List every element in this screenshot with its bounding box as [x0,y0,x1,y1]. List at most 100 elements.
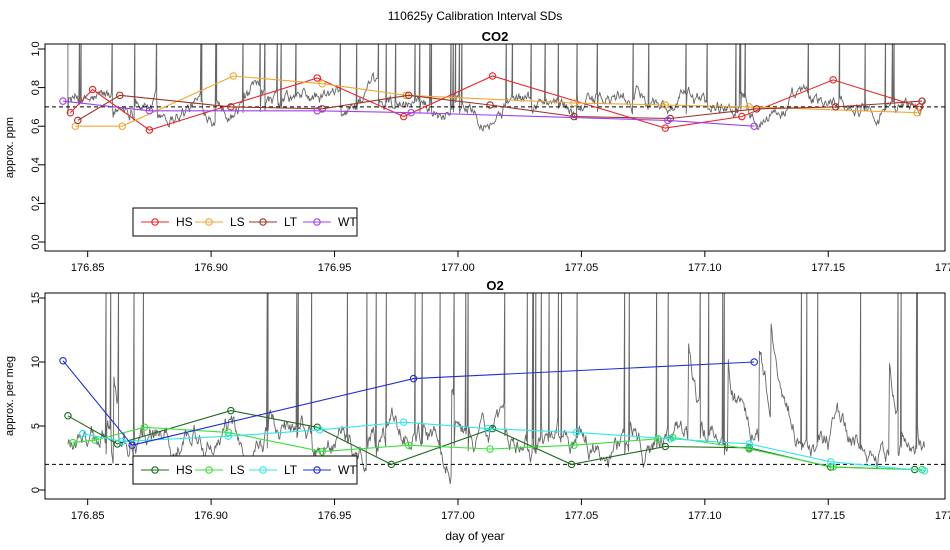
x-tick-label: 177.05 [565,262,599,274]
y-tick-label: 1.0 [30,41,42,56]
y-tick-label: 0 [30,487,42,493]
x-tick-label: 177.20 [935,510,950,522]
data-point [409,374,418,383]
data-point [229,72,238,80]
data-point [227,406,235,415]
x-tick-label: 177.10 [688,510,722,522]
data-point [399,112,408,121]
legend-label: HS [176,463,193,477]
y-tick-label: 0.8 [30,80,42,95]
x-tick-label: 177.20 [935,262,950,274]
x-tick-label: 177.15 [811,510,845,522]
legend-swatch-marker [313,466,321,474]
data-point [745,440,754,448]
data-point [570,99,578,107]
chart-panels: CO2 176.85 176.90 176.95 177.00 177.05 177.10 1… [4,29,950,522]
x-tick-label: 177.00 [441,510,475,522]
panel-title: CO2 [482,29,509,44]
data-point [91,436,99,444]
x-tick-label: 176.90 [194,510,228,522]
data-point [140,423,149,432]
x-tick-label: 176.90 [194,262,228,274]
plot-area [45,293,945,485]
panel-title: O2 [486,278,503,293]
data-point [407,108,415,117]
plot-frame [44,43,946,252]
series-line [77,94,923,121]
data-point [224,428,233,437]
background-sd-trace [67,293,925,485]
legend-label: WT [338,463,357,477]
y-tick-label: 5 [30,423,42,429]
data-point [745,445,754,453]
data-point [78,429,87,438]
data-point [572,428,581,437]
legend-label: WT [338,215,357,229]
data-point [829,76,837,84]
x-tick-label: 177.05 [565,510,599,522]
data-point [69,438,77,447]
data-point [738,112,746,121]
legend-swatch-marker [259,218,267,226]
y-tick-label: 15 [30,292,42,304]
data-point [750,122,758,130]
legend-label: LT [284,463,298,477]
data-point [570,441,578,449]
panel-co2: CO2 176.85 176.90 176.95 177.00 177.05 177.10 1… [4,29,950,274]
data-point [483,424,492,433]
data-point [118,437,126,446]
data-point [74,116,82,125]
data-point [318,105,326,113]
data-point [66,108,75,117]
series-line [70,75,920,131]
data-point [666,435,675,443]
y-tick-label: 0.2 [30,196,42,211]
data-point [313,74,322,82]
data-point [145,107,154,115]
series-line [62,100,755,127]
data-point [913,108,921,117]
legend-swatch-marker [259,466,267,474]
data-point [128,441,136,449]
legend: HS LS LT WT [132,207,358,237]
legend-swatch-marker [151,466,159,474]
y-tick-label: 0.0 [30,234,42,249]
legend-label: HS [176,215,193,229]
legend-label: LS [230,463,245,477]
data-point [399,418,408,426]
data-point [313,107,322,115]
y-axis-label: approx. ppm [4,117,16,178]
legend-swatch-marker [205,218,213,226]
data-point [315,426,324,434]
series-ls [69,423,926,474]
x-tick-label: 177.15 [811,262,845,274]
series-line [62,360,755,446]
data-point [752,105,761,113]
legend-swatch-marker [151,218,159,226]
data-point [826,458,835,466]
data-point [567,460,576,469]
panel-o2: O2 176.85 176.90 176.95 177.00 177.05 177.10 17… [4,278,950,522]
data-point [145,126,154,134]
data-point [486,445,494,453]
figure-suptitle: 110625y Calibration Interval SDs [388,9,563,23]
data-point [661,101,670,109]
y-tick-label: 0.6 [30,119,42,134]
data-point [486,101,494,109]
data-point [59,97,67,105]
series-line [82,421,925,472]
data-point [224,432,233,440]
background-sd-trace [67,44,925,132]
legend-label: LS [230,215,245,229]
y-tick-label: 10 [30,356,42,368]
y-tick-label: 0.4 [30,157,42,172]
legend: HS LS LT WT [132,455,358,485]
series-ls [71,72,921,130]
x-tick-label: 176.85 [71,510,105,522]
data-point [570,112,578,121]
x-axis-label: day of year [445,529,504,543]
data-point [64,412,72,420]
x-tick-label: 176.95 [318,510,352,522]
data-point [88,85,97,94]
